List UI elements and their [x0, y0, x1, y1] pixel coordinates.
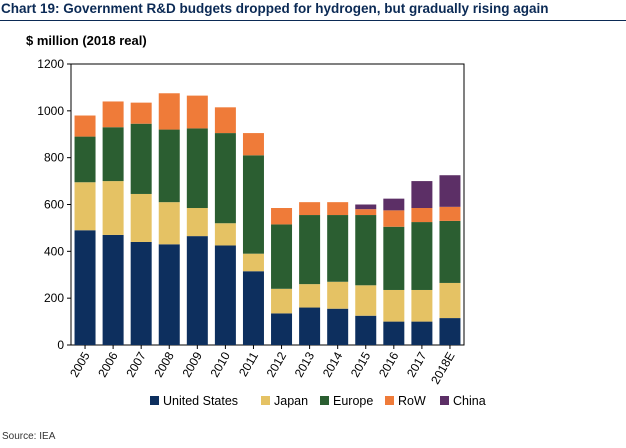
bar-united-states	[411, 321, 433, 345]
y-tick-label: 600	[44, 198, 64, 212]
legend-label: Europe	[333, 394, 373, 408]
bar-japan	[158, 202, 180, 245]
bar-japan	[214, 223, 236, 246]
bar-united-states	[355, 315, 377, 345]
bar-europe	[299, 215, 321, 285]
bar-row	[327, 202, 349, 216]
bar-europe	[130, 123, 152, 194]
bar-row	[242, 133, 264, 156]
x-tick-label: 2010	[208, 349, 234, 379]
bar-united-states	[327, 308, 349, 345]
x-tick-label: 2005	[67, 349, 93, 379]
legend-swatch	[440, 396, 449, 405]
x-tick-label: 2012	[264, 349, 290, 379]
x-tick-label: 2016	[376, 349, 402, 379]
bar-united-states	[186, 236, 208, 345]
bar-europe	[439, 220, 461, 283]
bar-europe	[102, 127, 124, 182]
bar-europe	[158, 129, 180, 203]
bar-japan	[299, 284, 321, 308]
y-tick-label: 200	[44, 291, 64, 305]
legend-label: Japan	[274, 394, 308, 408]
bar-united-states	[383, 321, 405, 345]
y-axis-label: $ million (2018 real)	[26, 33, 147, 48]
bar-japan	[355, 285, 377, 316]
legend-label: United States	[163, 394, 238, 408]
bar-united-states	[271, 313, 293, 345]
bar-europe	[383, 226, 405, 290]
y-tick-label: 1200	[37, 57, 64, 71]
bar-europe	[271, 224, 293, 289]
bar-row	[158, 93, 180, 130]
bar-europe	[242, 155, 264, 254]
x-tick-label: 2018E	[428, 350, 457, 387]
bar-united-states	[130, 241, 152, 345]
bar-row	[130, 102, 152, 124]
plot-frame	[70, 63, 465, 346]
bar-china	[355, 204, 377, 210]
bar-united-states	[74, 230, 96, 345]
x-tick-label: 2007	[123, 349, 149, 379]
bar-japan	[411, 289, 433, 322]
bar-japan	[102, 181, 124, 235]
x-tick-label: 2017	[404, 349, 430, 379]
y-tick-label: 1000	[37, 104, 64, 118]
legend-label: China	[453, 394, 486, 408]
bar-europe	[327, 215, 349, 282]
bar-united-states	[299, 307, 321, 345]
bar-row	[355, 209, 377, 216]
bar-europe	[186, 128, 208, 209]
chart-title: Chart 19: Government R&D budgets dropped…	[1, 1, 549, 16]
bar-row	[439, 206, 461, 221]
bar-japan	[74, 182, 96, 231]
legend-swatch	[150, 396, 159, 405]
title-rule	[0, 20, 626, 21]
bar-europe	[214, 133, 236, 224]
y-tick-label: 0	[57, 338, 64, 352]
bar-japan	[186, 208, 208, 237]
bar-row	[383, 210, 405, 227]
bar-japan	[271, 288, 293, 314]
x-tick-label: 2014	[320, 349, 346, 379]
bar-united-states	[439, 318, 461, 345]
bar-china	[411, 181, 433, 209]
bar-china	[383, 198, 405, 211]
bar-united-states	[102, 234, 124, 345]
bar-united-states	[214, 245, 236, 345]
x-tick-label: 2013	[292, 349, 318, 379]
bar-united-states	[158, 244, 180, 345]
bar-row	[102, 101, 124, 128]
x-tick-label: 2006	[95, 349, 121, 379]
x-tick-label: 2015	[348, 349, 374, 379]
bar-europe	[355, 215, 377, 286]
bar-row	[271, 208, 293, 225]
legend-label: RoW	[398, 394, 426, 408]
y-tick-label: 400	[44, 244, 64, 258]
bar-japan	[327, 281, 349, 309]
x-tick-label: 2009	[179, 349, 205, 379]
bar-united-states	[242, 271, 264, 345]
legend-swatch	[261, 396, 270, 405]
bar-japan	[242, 253, 264, 272]
legend-swatch	[320, 396, 329, 405]
bar-china	[439, 175, 461, 207]
bar-row	[214, 107, 236, 134]
bar-japan	[130, 193, 152, 242]
legend-swatch	[385, 396, 394, 405]
bar-europe	[411, 222, 433, 290]
y-tick-label: 800	[44, 151, 64, 165]
bar-europe	[74, 136, 96, 183]
source-note: Source: IEA	[2, 431, 56, 442]
x-tick-label: 2011	[236, 349, 261, 379]
bar-row	[299, 202, 321, 216]
bar-japan	[383, 289, 405, 322]
bar-japan	[439, 282, 461, 319]
bar-row	[74, 115, 96, 137]
bar-row	[186, 95, 208, 129]
bar-row	[411, 208, 433, 223]
x-tick-label: 2008	[151, 349, 177, 379]
